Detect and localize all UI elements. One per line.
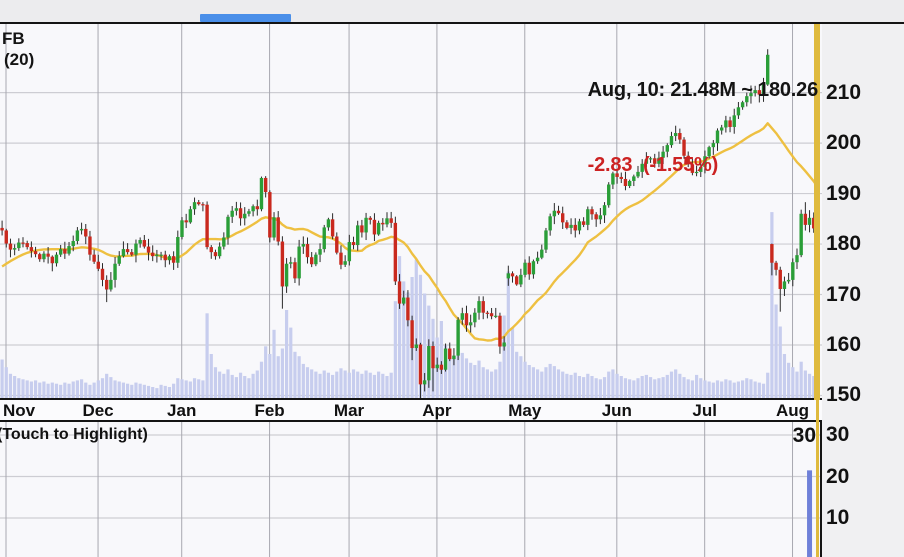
crosshair-line-lower [816, 400, 819, 557]
month-label: Jan [167, 401, 197, 420]
ma-period-label: (20) [4, 50, 35, 69]
price-axis-label: 200 [826, 131, 862, 155]
volume-axis-label: 30 [826, 423, 850, 446]
chart-legend: FB (20) [2, 28, 34, 70]
price-axis-label: 170 [826, 282, 862, 306]
change-line: -2.83 (-1.55%) [587, 154, 719, 176]
time-axis: Nov Dec Jan Feb Mar Apr May Jun Jul Aug [0, 398, 822, 422]
touch-volume-chart[interactable] [0, 422, 822, 557]
month-label: May [508, 401, 542, 420]
horizontal-scrollbar-thumb[interactable] [200, 14, 291, 22]
month-label: Jun [601, 401, 632, 420]
price-axis-label: 150 [826, 383, 862, 407]
symbol-label: FB [2, 29, 25, 48]
month-label: Dec [82, 401, 114, 420]
month-label: Aug [775, 401, 810, 420]
quote-line: Aug, 10: 21.48M ~ 180.26 [587, 79, 819, 101]
price-axis-label: 210 [826, 80, 862, 104]
volume-axis-label: 20 [826, 464, 850, 488]
touch-hint-label: (Touch to Highlight) [0, 426, 148, 443]
volume-axis-label: 10 [826, 506, 850, 529]
price-axis-label: 160 [826, 333, 862, 356]
candlestick-chart[interactable] [0, 24, 822, 398]
crosshair-line [814, 24, 820, 400]
month-label: Apr [422, 401, 452, 420]
price-axis-label: 180 [826, 232, 862, 256]
price-chart-panel: FB (20) Aug, 10: 21.48M ~ 180.26 -2.83 (… [0, 24, 904, 406]
volume-panel: (Touch to Highlight) 30 30 20 10 [0, 422, 904, 557]
quote-tooltip: Aug, 10: 21.48M ~ 180.26 -2.83 (-1.55%) [587, 28, 819, 228]
month-label: Mar [333, 401, 365, 420]
volume-max-label: 30 [792, 424, 816, 447]
month-label: Feb [254, 401, 285, 420]
price-axis-label: 190 [826, 181, 862, 205]
top-scroll-track [0, 0, 904, 24]
month-label: Jul [692, 401, 717, 420]
month-label: Nov [3, 401, 36, 420]
